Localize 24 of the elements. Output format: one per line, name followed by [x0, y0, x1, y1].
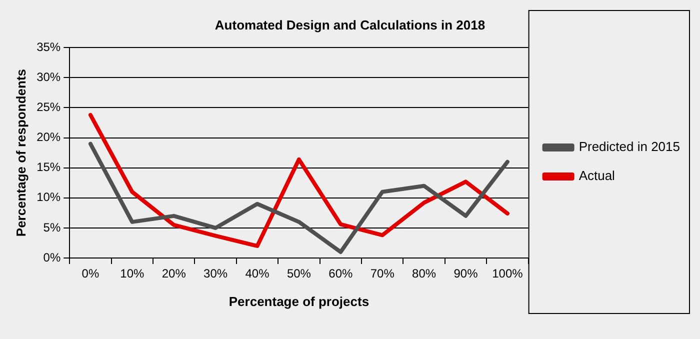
x-tick-label: 70% — [370, 266, 395, 281]
x-tick-label: 0% — [82, 266, 100, 281]
chart-title: Automated Design and Calculations in 2018 — [214, 17, 486, 32]
x-tick-label: 50% — [286, 266, 312, 281]
x-tick-label: 100% — [492, 266, 524, 281]
x-tick-label: 20% — [162, 266, 186, 281]
y-tick-label: 20% — [36, 130, 61, 144]
x-axis-title: Percentage of projects — [228, 294, 370, 309]
x-tick-label: 80% — [412, 266, 436, 281]
x-tick-label: 90% — [454, 266, 478, 281]
legend-label: Actual — [578, 168, 616, 184]
x-tick-label: 30% — [204, 266, 228, 281]
x-tick-label: 60% — [328, 266, 353, 281]
y-tick-label: 35% — [36, 40, 61, 54]
y-tick-label: 30% — [36, 70, 61, 84]
y-tick-label: 0% — [43, 250, 61, 264]
y-axis-title: Percentage of respondents — [13, 68, 28, 237]
y-tick-label: 15% — [36, 160, 61, 174]
y-tick-label: 5% — [43, 220, 61, 234]
x-tick-label: 10% — [120, 266, 144, 281]
x-tick-label: 40% — [245, 266, 270, 281]
y-tick-label: 10% — [36, 190, 61, 204]
legend-label: Predicted in 2015 — [578, 139, 680, 154]
y-tick-label: 25% — [36, 100, 61, 114]
